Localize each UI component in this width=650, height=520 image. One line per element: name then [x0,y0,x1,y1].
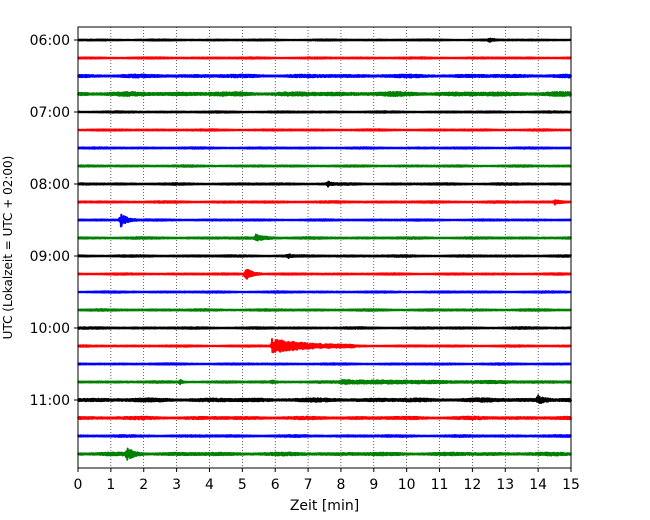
trace-0815 [77,199,572,206]
trace-0730 [77,146,572,150]
x-tick-label: 4 [205,477,214,493]
plot-area-frame [77,26,572,469]
x-tick-label: 11 [431,477,449,493]
trace-1000 [77,326,572,330]
trace-1130 [77,433,572,439]
trace-0745 [77,164,572,168]
y-tick-label: 10:00 [30,321,70,337]
x-tick-label: 3 [172,477,181,493]
y-tick-label: 06:00 [30,33,70,49]
x-tick-label: 8 [336,477,345,493]
y-tick-label: 07:00 [30,105,70,121]
y-axis-label: UTC (Lokalzeit = UTC + 02:00) [1,156,15,340]
trace-1145 [77,447,572,461]
x-tick-label: 0 [74,477,83,493]
x-tick-label: 12 [463,477,481,493]
trace-0800 [77,180,572,188]
x-tick-label: 1 [106,477,115,493]
x-tick-label: 7 [304,477,313,493]
trace-0630 [77,73,572,79]
trace-1115 [77,415,572,421]
trace-1030 [77,362,572,366]
x-tick-label: 5 [238,477,247,493]
trace-0830 [77,213,572,228]
trace-0715 [77,128,572,132]
trace-1100 [77,394,572,404]
y-axis-ticks: 06:00 07:00 08:00 09:00 10:00 11:00 [30,33,78,409]
trace-0900 [77,253,572,260]
y-tick-label: 08:00 [30,177,70,193]
trace-1015 [77,338,572,354]
trace-0845 [77,233,572,242]
x-tick-label: 6 [271,477,280,493]
trace-0645 [77,90,572,98]
trace-0945 [77,308,572,312]
trace-0700 [77,110,572,114]
x-tick-label: 15 [562,477,580,493]
traces [77,37,572,461]
trace-1045 [77,378,572,386]
x-tick-label: 10 [398,477,416,493]
y-tick-label: 11:00 [30,393,70,409]
x-tick-label: 14 [529,477,547,493]
trace-0615 [77,56,572,60]
trace-0600 [77,37,572,43]
x-axis-label: Zeit [min] [290,498,359,514]
x-tick-label: 13 [496,477,514,493]
x-tick-label: 9 [369,477,378,493]
trace-0930 [77,290,572,294]
y-tick-label: 09:00 [30,249,70,265]
x-tick-label: 2 [139,477,148,493]
trace-0915 [77,268,572,280]
x-axis-ticks: 0 1 2 3 4 5 6 7 8 9 10 11 12 13 14 15 [74,468,580,493]
